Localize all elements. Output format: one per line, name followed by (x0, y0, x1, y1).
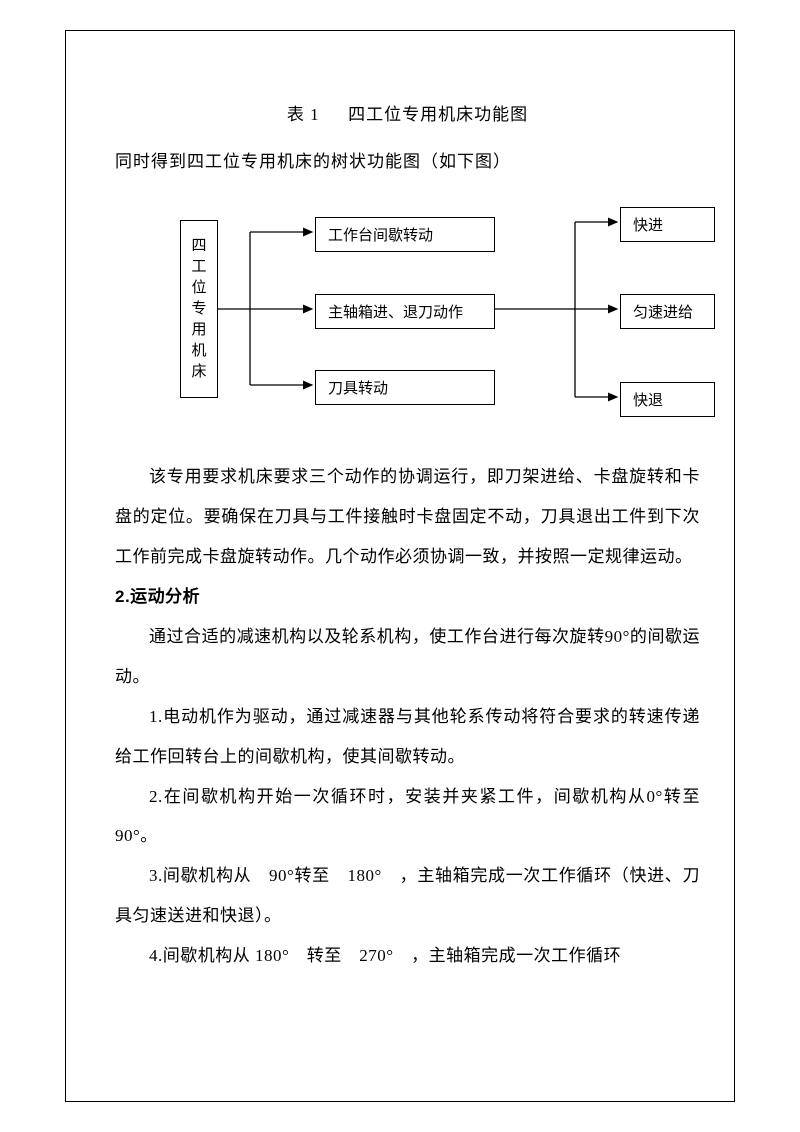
intro-text: 同时得到四工位专用机床的树状功能图（如下图） (115, 147, 700, 172)
list-item: 3.间歇机构从 90°转至 180° ，主轴箱完成一次工作循环（快进、刀具匀速送… (115, 856, 700, 936)
root-char: 机 (191, 341, 206, 362)
flowchart-mid-node: 主轴箱进、退刀动作 (315, 294, 495, 329)
root-char: 工 (191, 257, 206, 278)
list-item: 2.在间歇机构开始一次循环时，安装并夹紧工件，间歇机构从0°转至 90°。 (115, 777, 700, 857)
flowchart-mid-node: 刀具转动 (315, 370, 495, 405)
list-item: 4.间歇机构从 180° 转至 270° ，主轴箱完成一次工作循环 (115, 936, 700, 976)
flowchart-diagram: 四 工 位 专 用 机 床 工作台间歇转动 主轴箱进、退刀动作 刀具转动 快进 … (180, 202, 740, 422)
root-char: 用 (191, 320, 206, 341)
paragraph-motion-analysis: 通过合适的减速机构以及轮系机构，使工作台进行每次旋转90°的间歇运动。 (115, 617, 700, 697)
flowchart-leaf-node: 快退 (620, 382, 715, 417)
root-char: 位 (191, 278, 206, 299)
paragraph-coordination: 该专用要求机床要求三个动作的协调运行，即刀架进给、卡盘旋转和卡盘的定位。要确保在… (115, 457, 700, 577)
root-char: 四 (191, 236, 206, 257)
section-2-heading: 2.运动分析 (115, 577, 700, 617)
flowchart-leaf-node: 快进 (620, 207, 715, 242)
flowchart-leaf-node: 匀速进给 (620, 294, 715, 329)
table-title: 表 1 四工位专用机床功能图 (115, 100, 700, 125)
flowchart-mid-node: 工作台间歇转动 (315, 217, 495, 252)
page-content: 表 1 四工位专用机床功能图 同时得到四工位专用机床的树状功能图（如下图） (115, 100, 700, 976)
flowchart-root-node: 四 工 位 专 用 机 床 (180, 220, 218, 398)
root-char: 床 (191, 362, 206, 383)
list-item: 1.电动机作为驱动，通过减速器与其他轮系传动将符合要求的转速传递给工作回转台上的… (115, 697, 700, 777)
root-char: 专 (191, 299, 206, 320)
